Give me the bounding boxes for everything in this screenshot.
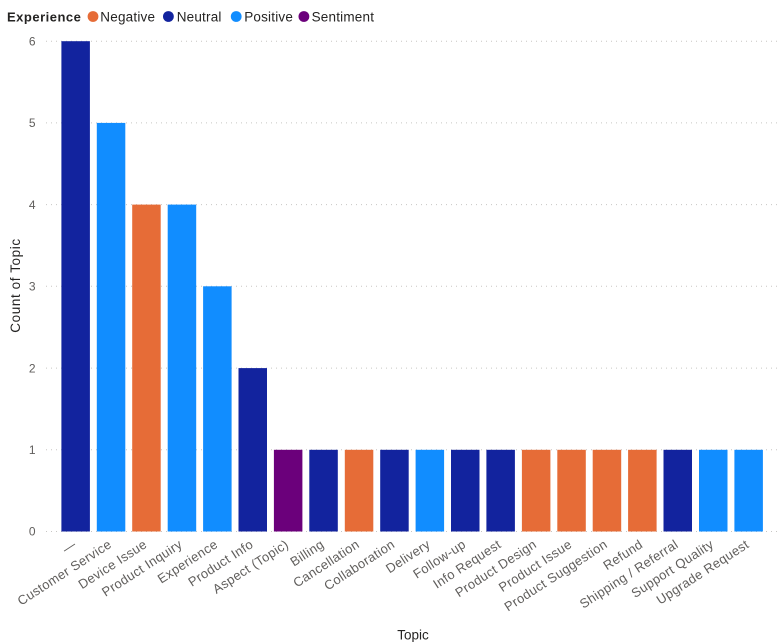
svg-text:Neutral: Neutral xyxy=(177,9,222,24)
svg-text:1: 1 xyxy=(29,443,36,457)
svg-text:2: 2 xyxy=(29,361,36,375)
svg-text:Sentiment: Sentiment xyxy=(312,9,375,24)
svg-text:4: 4 xyxy=(29,198,36,212)
svg-text:Experience: Experience xyxy=(7,9,81,24)
svg-text:6: 6 xyxy=(29,34,36,48)
svg-text:3: 3 xyxy=(29,280,36,294)
svg-text:Negative: Negative xyxy=(100,9,155,24)
svg-text:Count of Topic: Count of Topic xyxy=(8,238,23,332)
svg-text:Topic: Topic xyxy=(397,628,429,642)
svg-text:Positive: Positive xyxy=(244,9,293,24)
svg-text:5: 5 xyxy=(29,116,36,130)
svg-text:0: 0 xyxy=(29,525,36,539)
